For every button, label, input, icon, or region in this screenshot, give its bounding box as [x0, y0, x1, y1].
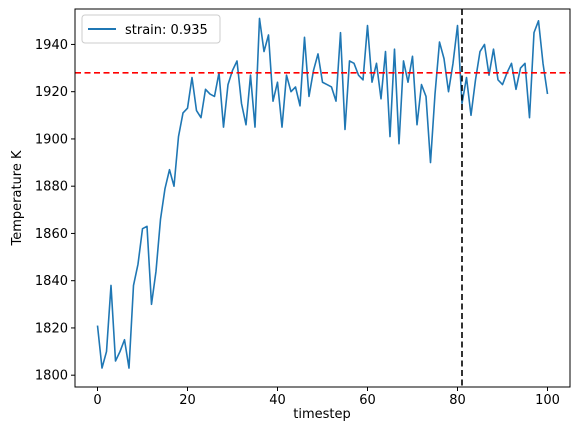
- y-tick-label: 1880: [35, 180, 68, 195]
- y-tick-label: 1860: [35, 227, 68, 242]
- y-axis-title: Temperature K: [10, 150, 25, 246]
- y-tick-label: 1840: [35, 274, 68, 289]
- x-tick-label: 20: [179, 393, 196, 408]
- legend: strain: 0.935: [81, 14, 221, 44]
- x-tick-label: 60: [359, 393, 376, 408]
- legend-label: strain: 0.935: [125, 23, 208, 38]
- legend-box: [81, 14, 221, 44]
- plot-frame: [74, 8, 571, 388]
- y-tick-label: 1920: [35, 85, 68, 100]
- series-line-strain: [96, 17, 549, 369]
- plot-content: [75, 9, 570, 387]
- y-tick-label: 1940: [35, 38, 68, 53]
- y-tick-label: 1820: [35, 321, 68, 336]
- y-tick-label: 1800: [35, 369, 68, 384]
- x-axis: 0 20 40 60 80 100: [93, 387, 560, 408]
- y-axis: 1800 1820 1840 1860 1880 1900 1920 1940: [35, 38, 75, 384]
- x-tick-label: 100: [535, 393, 560, 408]
- x-axis-title: timestep: [293, 407, 351, 422]
- x-tick-label: 40: [269, 393, 286, 408]
- x-tick-label: 80: [449, 393, 466, 408]
- x-tick-label: 0: [93, 393, 101, 408]
- y-tick-label: 1900: [35, 132, 68, 147]
